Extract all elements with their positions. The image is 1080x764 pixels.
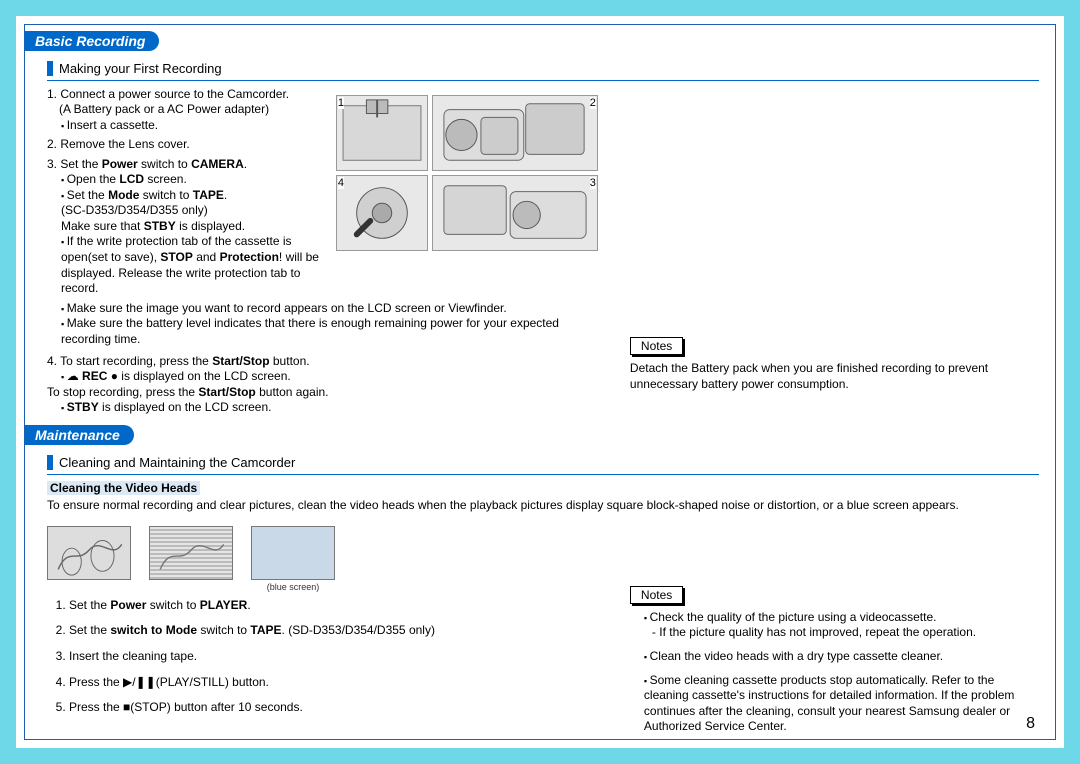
recording-steps: 1. Connect a power source to the Camcord… — [41, 87, 324, 297]
panel-label: 3 — [590, 177, 596, 189]
section-heading-maintenance: Maintenance — [25, 425, 134, 445]
maintenance-notes: Check the quality of the picture using a… — [630, 610, 1039, 735]
step-bullet: If the write protection tab of the casse… — [61, 234, 324, 296]
example-images-row: (blue screen) — [47, 526, 606, 592]
maintenance-steps: Set the Power switch to PLAYER. Set the … — [47, 598, 606, 716]
notes-label: Notes — [630, 586, 683, 604]
maint-step: Set the switch to Mode switch to TAPE. (… — [69, 623, 606, 639]
notes-text: Detach the Battery pack when you are fin… — [630, 361, 1039, 392]
step-bullet: Open the LCD screen. — [61, 172, 324, 188]
example-image-normal — [47, 526, 131, 580]
note-item: Check the quality of the picture using a… — [644, 610, 1039, 641]
maint-step: Set the Power switch to PLAYER. — [69, 598, 606, 614]
example-image-blue — [251, 526, 335, 580]
step-bullet: STBY is displayed on the LCD screen. — [61, 400, 606, 416]
maint-step: Press the ▶/❚❚(PLAY/STILL) button. — [69, 675, 606, 691]
image-caption: (blue screen) — [251, 582, 335, 592]
example-image-noise — [149, 526, 233, 580]
step-bullet: Make sure the battery level indicates th… — [61, 316, 606, 347]
panel-label: 1 — [338, 97, 344, 109]
note-item: Some cleaning cassette products stop aut… — [644, 673, 1039, 735]
maint-step: Press the ■(STOP) button after 10 second… — [69, 700, 606, 716]
divider — [47, 80, 1039, 81]
panel-label: 2 — [590, 97, 596, 109]
maint-step: Insert the cleaning tape. — [69, 649, 606, 665]
step-bullet: Insert a cassette. — [61, 118, 324, 134]
recording-steps-cont: 4. To start recording, press the Start/S… — [41, 354, 606, 416]
step-bullet: Set the Mode switch to TAPE.(SC-D353/D35… — [61, 188, 324, 235]
step-bullet: ☁ REC ● is displayed on the LCD screen. — [61, 369, 606, 385]
notes-label: Notes — [630, 337, 683, 355]
panel-label: 4 — [338, 177, 344, 189]
highlighted-title: Cleaning the Video Heads — [47, 481, 200, 495]
section-heading-basic-recording: Basic Recording — [25, 31, 159, 51]
subheading-first-recording: Making your First Recording — [47, 61, 1039, 76]
subheading-cleaning: Cleaning and Maintaining the Camcorder — [47, 455, 1039, 470]
page-number: 8 — [1026, 715, 1035, 733]
step-text: 4. To start recording, press the Start/S… — [47, 354, 310, 368]
step-text: 3. Set the Power switch to CAMERA. — [47, 157, 247, 171]
step-text: 1. Connect a power source to the Camcord… — [47, 87, 289, 101]
illustration-panels: 1 2 4 3 — [336, 87, 606, 301]
step-text: 2. Remove the Lens cover. — [47, 137, 190, 151]
step-bullet: Make sure the image you want to record a… — [61, 301, 606, 317]
intro-text: To ensure normal recording and clear pic… — [47, 498, 1039, 513]
note-item: Clean the video heads with a dry type ca… — [644, 649, 1039, 665]
step-text: To stop recording, press the Start/Stop … — [47, 385, 329, 399]
divider — [47, 474, 1039, 475]
step-text: (A Battery pack or a AC Power adapter) — [47, 102, 269, 116]
